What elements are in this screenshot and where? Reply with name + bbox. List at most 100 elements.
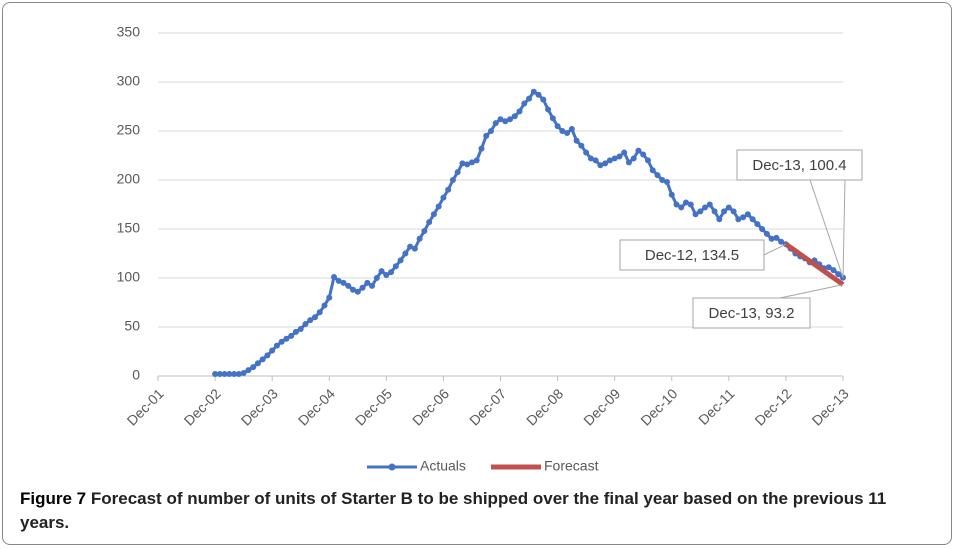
y-tick-label: 0 [132, 367, 140, 383]
data-point [502, 118, 509, 125]
x-tick-label: Dec-12 [751, 385, 794, 428]
x-tick-label: Dec-01 [124, 385, 167, 428]
data-point [397, 257, 404, 264]
data-point [359, 284, 366, 291]
data-point [212, 371, 219, 378]
data-point [740, 214, 747, 221]
data-point [587, 155, 594, 162]
leader-line [809, 179, 844, 278]
data-point [226, 371, 233, 378]
data-point [449, 177, 456, 183]
data-point [259, 356, 266, 363]
data-point [421, 227, 428, 234]
data-point [354, 288, 361, 295]
legend-label: Forecast [544, 458, 599, 474]
data-point [297, 325, 304, 332]
data-point [559, 128, 566, 134]
data-point [269, 347, 276, 354]
data-point [730, 208, 737, 215]
data-point [430, 211, 437, 218]
data-point [530, 88, 537, 95]
data-point [392, 263, 399, 270]
data-point [497, 116, 504, 123]
data-point [383, 272, 390, 279]
legend-marker [388, 463, 396, 471]
data-point [435, 203, 442, 210]
data-point [663, 178, 670, 185]
x-tick-label: Dec-13 [809, 385, 852, 428]
data-point [659, 177, 666, 183]
data-point [606, 157, 613, 164]
data-point [644, 157, 651, 164]
data-point [350, 286, 357, 293]
data-point [759, 226, 766, 232]
data-point [483, 132, 490, 139]
data-point [654, 172, 661, 179]
data-point [540, 96, 547, 103]
data-point [302, 321, 309, 328]
data-point [445, 186, 452, 193]
data-point [468, 159, 475, 166]
data-point [830, 267, 837, 274]
data-point [473, 157, 480, 164]
x-tick-label: Dec-10 [637, 385, 680, 428]
data-point [825, 264, 832, 271]
data-point [273, 342, 280, 349]
annotation: Dec-13, 100.4 [752, 157, 846, 174]
data-point [335, 277, 342, 284]
data-point [407, 243, 414, 250]
x-tick-label: Dec-08 [523, 385, 566, 428]
caption-label: Figure 7 [20, 489, 87, 508]
data-point [702, 204, 709, 211]
data-point [487, 128, 494, 134]
data-point [649, 167, 656, 174]
y-tick-label: 200 [117, 171, 141, 187]
data-point [773, 234, 780, 241]
data-point [602, 160, 609, 167]
data-point [364, 279, 371, 286]
y-tick-label: 350 [117, 24, 141, 40]
data-point [254, 360, 261, 367]
annotation-box [692, 297, 811, 329]
annotation-box [736, 149, 863, 181]
data-point [492, 120, 499, 127]
data-point [440, 194, 447, 201]
data-point [307, 317, 314, 324]
data-point [763, 230, 770, 237]
data-point [321, 302, 328, 309]
data-point [678, 204, 685, 211]
data-point [778, 238, 785, 245]
data-point [768, 235, 775, 242]
data-point [278, 338, 285, 345]
data-point [630, 155, 637, 162]
data-point [459, 160, 466, 167]
data-point [292, 328, 299, 335]
data-point [683, 199, 690, 206]
data-point [221, 371, 228, 378]
data-point [507, 116, 514, 123]
data-point [316, 309, 323, 316]
y-tick-label: 100 [117, 269, 141, 285]
data-point [426, 219, 433, 226]
x-tick-label: Dec-07 [466, 385, 509, 428]
data-point [597, 162, 604, 169]
data-point [711, 208, 718, 215]
data-point [564, 129, 571, 136]
data-point [340, 279, 347, 286]
data-point [687, 201, 694, 208]
data-point [635, 147, 642, 154]
series-line [215, 90, 844, 376]
data-point [835, 271, 842, 278]
data-point [573, 137, 580, 144]
data-point [735, 216, 742, 223]
data-point [621, 149, 628, 156]
data-point [378, 268, 385, 275]
data-point [283, 335, 290, 342]
annotation-box [619, 239, 765, 271]
data-point [388, 269, 395, 276]
data-point [744, 211, 751, 218]
data-point [240, 370, 247, 377]
data-point [521, 100, 528, 107]
caption: Figure 7 Forecast of number of units of … [20, 487, 935, 535]
